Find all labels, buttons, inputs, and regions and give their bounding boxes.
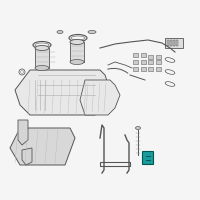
- Polygon shape: [22, 148, 32, 165]
- Bar: [35, 48, 49, 68]
- Ellipse shape: [57, 30, 63, 33]
- Bar: [100, 162, 130, 166]
- Bar: [156, 67, 161, 71]
- Polygon shape: [18, 120, 28, 145]
- Bar: [173, 40, 175, 46]
- Bar: [156, 60, 161, 64]
- Bar: [141, 67, 146, 71]
- Bar: [133, 53, 138, 57]
- Bar: [133, 67, 138, 71]
- Bar: [148, 55, 153, 59]
- FancyBboxPatch shape: [142, 152, 154, 164]
- Bar: [141, 60, 146, 64]
- Ellipse shape: [88, 30, 96, 33]
- Ellipse shape: [70, 40, 84, 45]
- Polygon shape: [10, 128, 75, 165]
- Bar: [176, 40, 178, 46]
- Bar: [70, 42, 84, 62]
- Ellipse shape: [35, 46, 49, 50]
- Bar: [133, 60, 138, 64]
- Bar: [148, 60, 153, 64]
- Bar: [148, 67, 153, 71]
- Ellipse shape: [136, 127, 140, 130]
- Polygon shape: [80, 80, 120, 115]
- Ellipse shape: [35, 66, 49, 71]
- Ellipse shape: [70, 60, 84, 64]
- Polygon shape: [15, 70, 110, 115]
- Bar: [156, 55, 161, 59]
- Bar: [165, 38, 183, 48]
- Bar: [167, 40, 169, 46]
- Bar: [170, 40, 172, 46]
- Bar: [141, 53, 146, 57]
